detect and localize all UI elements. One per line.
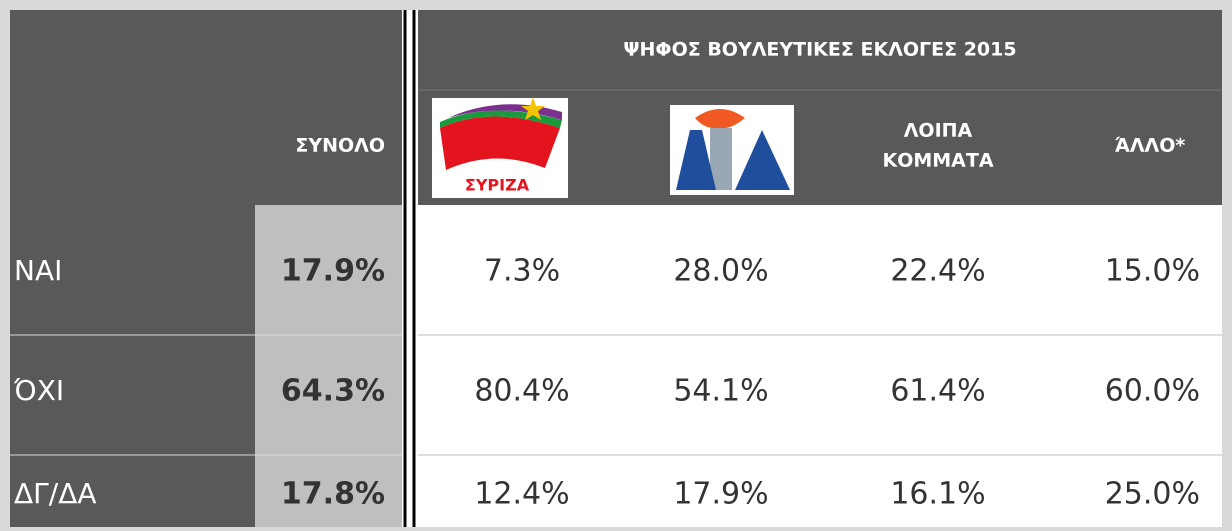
data-area — [418, 205, 1222, 527]
value-cell: 22.4% — [890, 254, 985, 289]
column-header: ΣΥΝΟΛΟ — [295, 135, 385, 157]
row-label: ΝΑΙ — [14, 254, 62, 287]
syriza-logo: ΣΥΡΙΖΑ — [432, 97, 568, 198]
row-label: ΌΧΙ — [13, 374, 64, 407]
nd-logo — [670, 105, 794, 195]
column-header: ΆΛΛΟ* — [1115, 135, 1186, 157]
total-cell: 64.3% — [281, 374, 385, 409]
value-cell: 17.9% — [673, 477, 768, 512]
value-cell: 28.0% — [673, 254, 768, 289]
left-header — [10, 10, 402, 205]
logo-text: ΣΥΡΙΖΑ — [465, 176, 530, 195]
value-cell: 80.4% — [474, 374, 569, 409]
value-cell: 15.0% — [1105, 254, 1200, 289]
value-cell: 25.0% — [1105, 477, 1200, 512]
column-header: ΚΟΜΜΑΤΑ — [882, 150, 993, 172]
total-column — [255, 205, 402, 527]
total-cell: 17.9% — [281, 254, 385, 289]
value-cell: 61.4% — [890, 374, 985, 409]
table-title: ΨΗΦΟΣ ΒΟΥΛΕΥΤΙΚΕΣ ΕΚΛΟΓΕΣ 2015 — [623, 39, 1016, 61]
value-cell: 7.3% — [484, 254, 560, 289]
label-column — [10, 205, 255, 527]
value-cell: 54.1% — [673, 374, 768, 409]
value-cell: 16.1% — [890, 477, 985, 512]
value-cell: 60.0% — [1105, 374, 1200, 409]
row-label: ΔΓ/ΔΑ — [14, 477, 97, 510]
value-cell: 12.4% — [474, 477, 569, 512]
column-header: ΛΟΙΠΑ — [904, 120, 973, 142]
total-cell: 17.8% — [281, 477, 385, 512]
